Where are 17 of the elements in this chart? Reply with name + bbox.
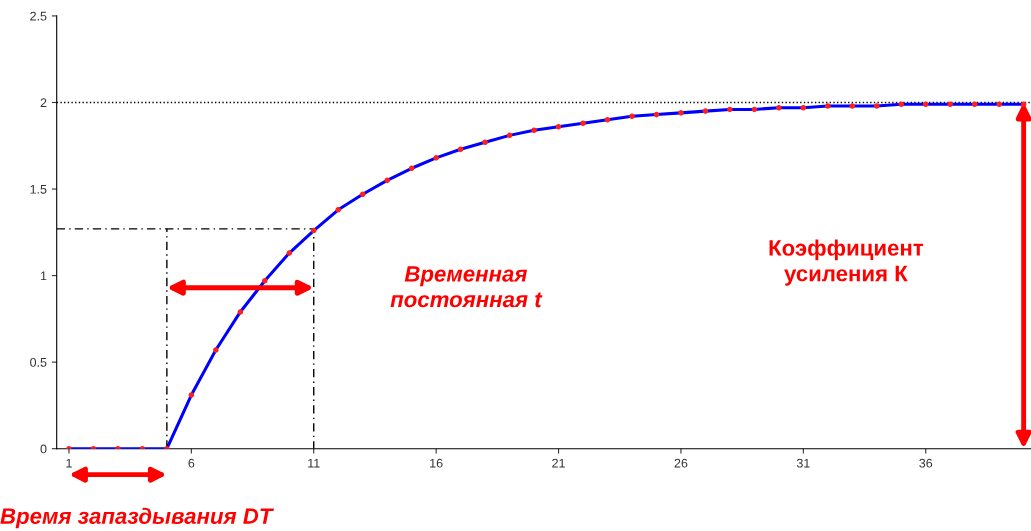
x-tick-label: 26 [674,458,688,468]
y-tick-label: 0 [40,444,47,454]
y-tick-label: 2.5 [30,11,47,21]
x-tick-label: 6 [188,458,195,468]
y-tick-label: 1.5 [30,184,47,194]
x-tick-label: 16 [430,458,443,468]
y-tick-label: 0.5 [30,357,47,367]
x-tick-label: 31 [796,458,810,468]
x-tick-label: 11 [308,458,320,468]
x-tick-label: 21 [552,458,565,468]
y-tick-label: 1 [40,271,47,281]
x-tick-label: 1 [66,458,72,468]
annotation: Коэффициент усиления К [769,239,924,286]
x-tick-label: 36 [919,458,933,468]
annotation: Временная постоянная t [390,266,543,308]
text: Время запаздывания DT [0,507,274,529]
y-tick-label: 2 [40,98,47,108]
